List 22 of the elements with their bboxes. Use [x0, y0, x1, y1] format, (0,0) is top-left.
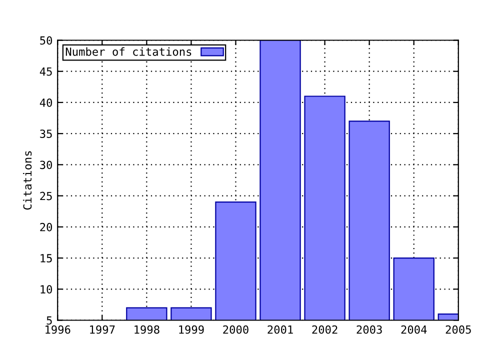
y-tick-label: 35 — [40, 130, 52, 138]
x-tick-label: 2003 — [356, 325, 382, 334]
y-tick-label: 45 — [40, 68, 52, 76]
y-tick-label: 30 — [40, 160, 52, 170]
y-tick-label: 50 — [40, 36, 52, 45]
x-tick-label: 2001 — [268, 325, 293, 334]
x-tick-label: 2002 — [312, 325, 338, 334]
y-tick-label: 15 — [40, 254, 52, 262]
legend-label: Number of citations — [66, 47, 192, 56]
y-tick-label: 10 — [40, 285, 52, 294]
y-tick-label: 20 — [40, 222, 52, 232]
x-tick-label: 1999 — [179, 325, 204, 334]
x-tick-label: 2005 — [446, 325, 471, 334]
x-tick-label: 1997 — [90, 325, 115, 334]
x-tick-label: 2000 — [223, 325, 248, 334]
y-tick-label: 5 — [46, 316, 52, 325]
x-tick-label: 1998 — [134, 325, 160, 334]
x-tick-label: 2004 — [401, 325, 427, 334]
y-axis-title: Citations — [23, 151, 32, 210]
x-tick-label: 1996 — [46, 325, 70, 334]
y-tick-label: 40 — [40, 98, 52, 107]
y-tick-label: 25 — [40, 192, 52, 200]
